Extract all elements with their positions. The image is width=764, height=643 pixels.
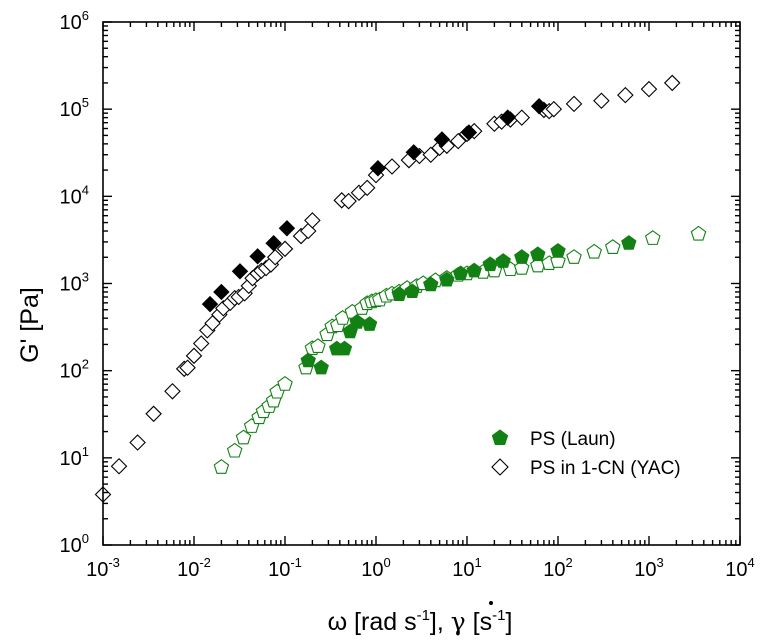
data-point-pentagon — [566, 249, 582, 264]
data-point-diamond — [145, 405, 162, 423]
data-point-diamond — [110, 458, 128, 475]
data-point-pentagon — [277, 375, 293, 391]
data-point-diamond — [383, 158, 401, 175]
data-point-diamond — [593, 92, 610, 109]
data-point-diamond — [358, 179, 376, 197]
data-point-pentagon — [514, 259, 530, 275]
data-point-diamond — [449, 132, 467, 150]
legend: PS (Laun) PS in 1-CN (YAC) — [491, 429, 681, 479]
x-tick-label: 102 — [543, 555, 572, 581]
data-point-pentagon — [452, 265, 469, 281]
data-point-diamond — [617, 86, 634, 104]
y-tick-label: 103 — [60, 270, 89, 296]
x-tick-label: 10-3 — [86, 555, 120, 581]
data-point-pentagon — [439, 271, 455, 287]
data-point-diamond — [213, 283, 230, 301]
data-point-pentagon — [213, 459, 230, 474]
data-point-diamond — [164, 383, 181, 400]
gamma-dot-symbol: γ — [451, 607, 466, 636]
x-tick-label: 100 — [361, 555, 390, 581]
data-point-pentagon — [423, 276, 439, 292]
x-tick-label: 103 — [634, 555, 663, 581]
data-point-diamond — [405, 144, 422, 161]
data-point-diamond — [663, 74, 681, 92]
data-marks — [94, 74, 707, 503]
x-axis-title: ω [rad s-1], γ [s-1] — [328, 607, 513, 636]
data-point-diamond — [460, 124, 478, 141]
data-point-diamond — [249, 248, 266, 265]
data-point-diamond — [530, 98, 548, 115]
data-point-pentagon — [336, 340, 353, 356]
x-tick-label: 10-2 — [177, 555, 211, 581]
legend-pentagon-marker — [491, 429, 509, 445]
y-tick-label: 100 — [60, 531, 89, 557]
legend-marker-diamond — [491, 458, 509, 476]
data-point-pentagon — [226, 442, 243, 458]
data-point-diamond — [129, 434, 146, 451]
data-point-pentagon — [530, 246, 546, 262]
data-point-diamond — [231, 263, 249, 280]
data-point-diamond — [340, 192, 357, 210]
y-tick-label: 104 — [60, 182, 89, 208]
data-point-pentagon — [482, 256, 498, 272]
data-point-pentagon — [300, 352, 316, 368]
x-tick-labels: 10-3 10-2 10-1 100 101 102 103 104 — [86, 555, 755, 581]
y-axis-title: G' [Pa] — [16, 287, 44, 363]
data-point-pentagon — [466, 262, 482, 278]
gamma-dot — [489, 601, 493, 605]
data-point-diamond — [185, 347, 203, 365]
y-tick-label: 105 — [60, 95, 89, 121]
legend-label-ps-laun: PS (Laun) — [530, 429, 616, 450]
data-point-diamond — [276, 240, 294, 258]
data-point-pentagon — [621, 235, 637, 250]
data-point-pentagon — [550, 243, 566, 258]
data-point-pentagon — [644, 230, 661, 245]
data-point-pentagon — [391, 286, 407, 301]
data-point-pentagon — [586, 243, 602, 259]
data-point-diamond — [192, 335, 210, 352]
data-point-pentagon — [514, 249, 530, 264]
data-point-pentagon — [361, 316, 378, 331]
legend-label-ps-in-1cn: PS in 1-CN (YAC) — [530, 458, 681, 479]
data-point-pentagon — [235, 429, 252, 445]
data-point-diamond — [513, 109, 531, 126]
data-point-pentagon — [495, 253, 511, 268]
series-diamond-filled — [201, 98, 548, 313]
series-pentagon-open — [213, 225, 707, 474]
x-tick-label: 104 — [725, 555, 754, 581]
data-point-diamond — [179, 359, 196, 377]
series-pentagon-filled — [300, 235, 637, 375]
data-point-pentagon — [605, 239, 621, 254]
data-point-diamond — [266, 248, 284, 266]
data-point-pentagon — [404, 283, 420, 299]
data-point-diamond — [433, 131, 451, 148]
data-point-diamond — [265, 234, 282, 252]
data-point-diamond — [545, 100, 563, 118]
data-point-diamond — [304, 212, 321, 229]
y-tick-label: 101 — [60, 444, 89, 470]
x-tick-label: 10-1 — [268, 555, 302, 581]
y-tick-labels: 100 101 102 103 104 105 106 — [60, 8, 89, 557]
data-point-pentagon — [690, 225, 707, 241]
data-point-diamond — [499, 109, 516, 126]
data-point-diamond — [640, 80, 658, 98]
data-point-diamond — [369, 160, 387, 177]
x-tick-label: 101 — [452, 555, 481, 581]
data-point-pentagon — [310, 338, 326, 353]
data-point-pentagon — [349, 314, 365, 329]
legend-diamond-marker — [491, 458, 509, 476]
data-point-diamond — [201, 295, 219, 313]
data-point-diamond — [278, 220, 296, 237]
y-tick-label: 106 — [60, 8, 89, 34]
axis-ticks — [102, 21, 741, 546]
data-point-pentagon — [313, 359, 329, 375]
data-point-diamond — [565, 95, 583, 113]
y-tick-label: 102 — [60, 357, 89, 383]
legend-marker-pentagon — [491, 429, 509, 445]
